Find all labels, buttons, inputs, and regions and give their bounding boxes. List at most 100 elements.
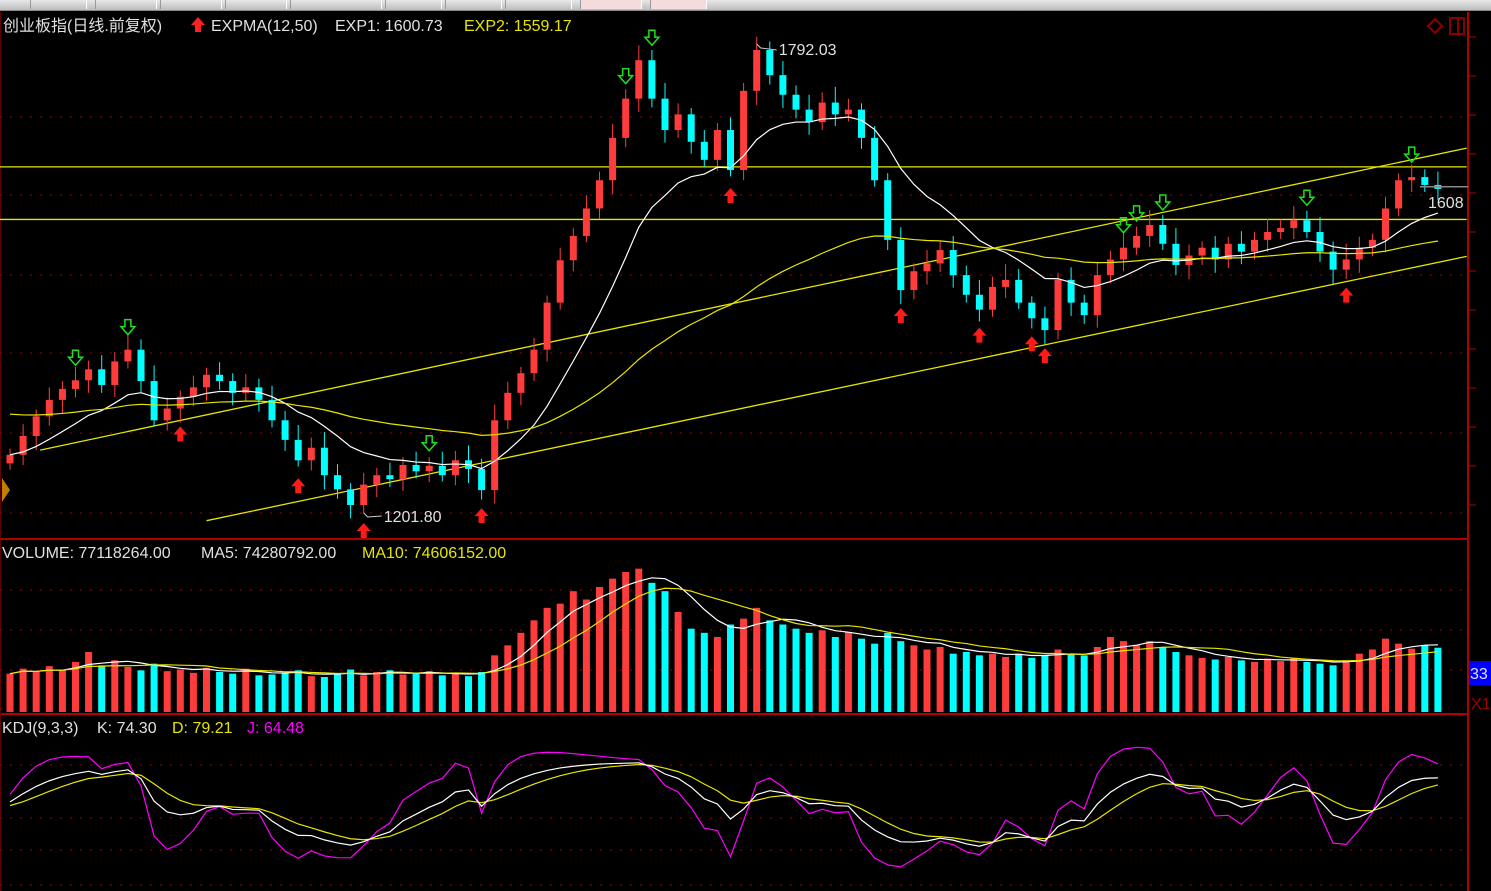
candle-body xyxy=(150,381,158,421)
volume-bar xyxy=(661,591,669,712)
volume-bar xyxy=(124,667,132,712)
kdj-d: D: 79.21 xyxy=(172,720,233,737)
candle-body xyxy=(137,349,145,382)
candle-body xyxy=(58,388,66,400)
volume-bar xyxy=(844,632,852,712)
toolbar-tab[interactable] xyxy=(445,0,502,9)
toolbar-tab[interactable] xyxy=(160,0,222,9)
last-price-marker xyxy=(1420,186,1468,188)
exp1-value: EXP1: 1600.73 xyxy=(335,18,443,35)
candle-body xyxy=(399,464,407,480)
volume-bar xyxy=(45,666,53,712)
volume-bar xyxy=(1159,647,1167,712)
candle-body xyxy=(740,90,748,171)
volume-bar xyxy=(216,672,224,712)
volume-bar xyxy=(478,672,486,712)
candle-body xyxy=(661,98,669,131)
volume-bar xyxy=(425,671,433,712)
toolbar-tab[interactable] xyxy=(290,0,382,9)
sell-signal-arrow-icon xyxy=(1127,205,1146,223)
volume-bar xyxy=(32,672,40,712)
volume-bar xyxy=(569,591,577,712)
volume-bar xyxy=(6,673,14,712)
volume-bar xyxy=(504,645,512,712)
volume-bar xyxy=(1211,659,1219,712)
candle-body xyxy=(1172,243,1180,265)
candle-body xyxy=(1054,279,1062,331)
volume-bar xyxy=(85,652,93,712)
candle-body xyxy=(32,416,40,436)
axis-scale-label[interactable]: X1 xyxy=(1471,696,1491,713)
volume-bar xyxy=(451,673,459,712)
volume-bar xyxy=(1237,660,1245,712)
candle-body xyxy=(1041,318,1049,331)
candle-body xyxy=(425,465,433,472)
toolbar-tab[interactable] xyxy=(650,0,707,9)
candle-body xyxy=(1080,302,1088,316)
volume-bar xyxy=(543,607,551,712)
kdj-j: J: 64.48 xyxy=(247,720,304,737)
volume-bar xyxy=(268,674,276,712)
candle-body xyxy=(1198,247,1206,256)
volume-bar xyxy=(72,662,79,712)
toolbar-tab[interactable] xyxy=(30,0,87,9)
candle-body xyxy=(1237,243,1245,252)
candle-body xyxy=(1146,224,1154,236)
candle-body xyxy=(792,94,800,110)
volume-bar xyxy=(1290,657,1298,712)
candle-body xyxy=(386,475,394,480)
volume-bar xyxy=(871,643,879,712)
candle-body xyxy=(1264,232,1272,240)
candle-body xyxy=(504,392,512,421)
volume-bar xyxy=(412,673,420,712)
volume-bar xyxy=(530,620,538,712)
volume-bar xyxy=(203,667,210,712)
volume-bar xyxy=(805,632,813,712)
volume-bar xyxy=(949,653,957,712)
volume-bar xyxy=(989,653,996,712)
volume-bar xyxy=(1303,662,1311,712)
volume-bar xyxy=(792,628,800,712)
sell-signal-arrow-icon xyxy=(1154,194,1172,212)
toolbar-tab[interactable] xyxy=(580,0,642,9)
chart-title: 创业板指(日线.前复权) xyxy=(3,17,162,35)
volume-bar xyxy=(818,630,826,712)
toolbar-tab[interactable] xyxy=(385,0,442,9)
candle-body xyxy=(648,60,656,99)
volume-bar xyxy=(923,649,931,712)
scroll-left-handle[interactable] xyxy=(2,478,10,502)
candle-body xyxy=(596,180,603,209)
volume-bar xyxy=(1329,665,1337,712)
volume-bar xyxy=(307,676,315,712)
volume-bar xyxy=(1316,663,1324,712)
volume-bar xyxy=(1093,647,1101,712)
volume-bar xyxy=(753,607,761,712)
candle-body xyxy=(1211,247,1219,260)
candle-body xyxy=(203,374,210,388)
toolbar-tab[interactable] xyxy=(225,0,287,9)
candle-body xyxy=(124,349,132,362)
candle-body xyxy=(1015,279,1023,303)
volume-bar xyxy=(517,632,525,712)
candle-body xyxy=(1159,224,1167,244)
toolbar-tab[interactable] xyxy=(95,0,157,9)
volume-bar xyxy=(1408,648,1416,712)
candle-body xyxy=(962,275,970,295)
high-pointer xyxy=(756,43,777,51)
volume-bar xyxy=(897,641,905,712)
volume-bar xyxy=(111,660,119,712)
kdj-j-line xyxy=(9,746,1439,868)
candle-body xyxy=(844,109,852,115)
candle-body xyxy=(1421,177,1429,185)
volume-bar xyxy=(766,620,774,712)
candle-body xyxy=(1408,177,1416,181)
volume-bar xyxy=(1146,641,1154,712)
volume-bar xyxy=(1002,657,1010,712)
diamond-icon[interactable] xyxy=(1426,17,1444,35)
toolbar-tab[interactable] xyxy=(505,0,572,9)
exp2-line xyxy=(9,235,1438,436)
volume-bar xyxy=(334,673,341,712)
exp1-line xyxy=(9,116,1439,470)
axis-badge xyxy=(1469,661,1491,685)
